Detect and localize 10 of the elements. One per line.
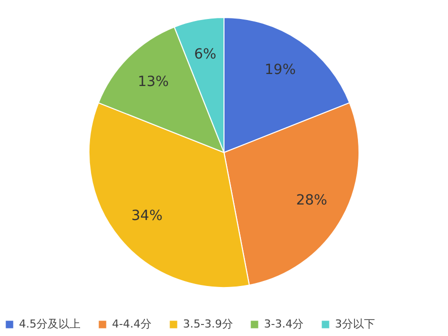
data-label: 13% [138, 74, 169, 90]
legend-label: 4-4.4分 [112, 318, 152, 331]
legend-label: 3-3.4分 [264, 318, 304, 331]
legend-label: 3.5-3.9分 [183, 318, 233, 331]
legend-label: 4.5分及以上 [19, 318, 80, 331]
data-label: 28% [296, 192, 328, 209]
data-label: 6% [194, 46, 216, 62]
data-label: 19% [264, 62, 296, 78]
data-label: 34% [131, 208, 163, 224]
legend-label: 3分以下 [335, 318, 375, 331]
